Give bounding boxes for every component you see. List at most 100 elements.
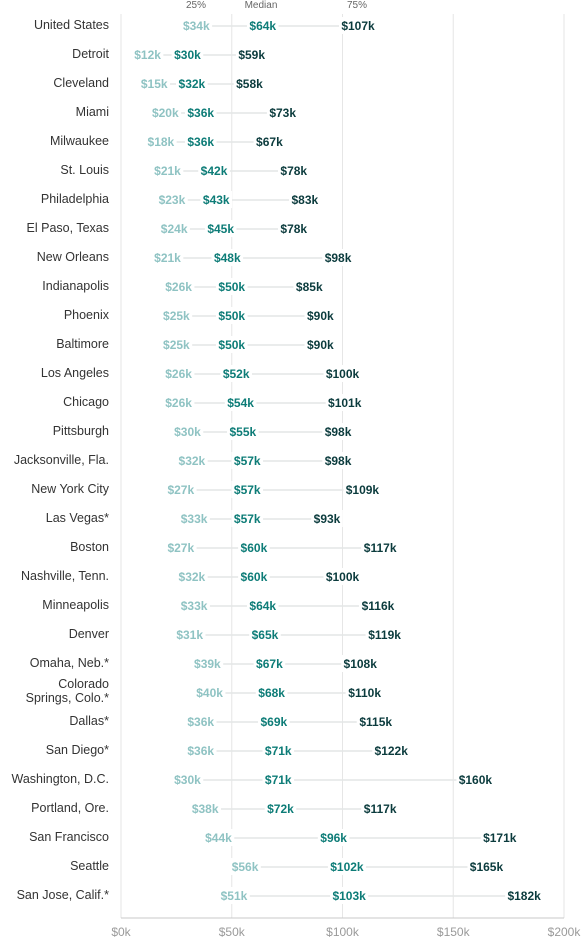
- label-background: [322, 249, 354, 266]
- chart-row: Washington, D.C. $30k $71k $160k: [12, 771, 495, 788]
- label-background: [131, 46, 164, 63]
- median-label: $43k: [203, 193, 230, 207]
- p75-label: $83k: [291, 193, 318, 207]
- p25-label: $32k: [179, 454, 206, 468]
- label-background: [480, 829, 519, 846]
- city-label: El Paso, Texas: [27, 221, 109, 235]
- city-label: Miami: [76, 105, 109, 119]
- p25-label: $33k: [181, 599, 208, 613]
- label-background: [238, 539, 270, 556]
- p25-label: $27k: [167, 483, 194, 497]
- chart-row: Phoenix $25k $50k $90k: [64, 307, 337, 324]
- city-label: San Jose, Calif.*: [17, 888, 110, 902]
- label-background: [341, 655, 380, 672]
- chart-row: Minneapolis $33k $64k $116k: [42, 597, 397, 614]
- p75-label: $160k: [459, 773, 493, 787]
- p75-label: $119k: [368, 628, 401, 642]
- label-background: [162, 394, 195, 411]
- label-background: [184, 104, 217, 121]
- label-background: [211, 249, 244, 266]
- label-background: [151, 162, 184, 179]
- p75-label: $165k: [470, 860, 504, 874]
- chart-row: Los Angeles $26k $52k $100k: [41, 365, 362, 382]
- p75-label: $107k: [341, 19, 375, 33]
- median-label: $57k: [234, 512, 261, 526]
- p75-label: $117k: [364, 802, 397, 816]
- median-label: $68k: [258, 686, 285, 700]
- median-label: $45k: [207, 222, 234, 236]
- p75-label: $116k: [362, 599, 395, 613]
- label-background: [323, 568, 362, 585]
- p75-label: $100k: [326, 570, 360, 584]
- label-background: [173, 626, 206, 643]
- p75-label: $58k: [236, 77, 263, 91]
- p75-label: $73k: [269, 106, 296, 120]
- label-background: [262, 771, 295, 788]
- median-label: $30k: [174, 48, 201, 62]
- p75-label: $78k: [280, 164, 307, 178]
- chart-rows: United States $34k $64k $107k Detroit $12k $30…: [12, 17, 544, 904]
- label-background: [289, 191, 321, 208]
- label-background: [339, 17, 378, 34]
- label-background: [224, 394, 257, 411]
- chart-row: New York City $27k $57k $109k: [31, 481, 382, 498]
- label-background: [255, 684, 288, 701]
- city-label: Washington, D.C.: [12, 772, 110, 786]
- p25-label: $15k: [141, 77, 168, 91]
- median-label: $52k: [223, 367, 250, 381]
- p25-label: $30k: [174, 773, 201, 787]
- label-background: [162, 365, 195, 382]
- x-axis: $0k $50k $100k $150k $200k: [111, 917, 581, 939]
- label-background: [231, 510, 264, 527]
- city-label: Phoenix: [64, 308, 110, 322]
- label-background: [322, 452, 354, 469]
- city-label: New York City: [31, 482, 110, 496]
- label-background: [246, 597, 279, 614]
- label-background: [266, 104, 299, 121]
- median-label: $32k: [179, 77, 206, 91]
- label-background: [361, 539, 400, 556]
- p25-label: $56k: [232, 860, 259, 874]
- chart-row: Cleveland $15k $32k $58k: [53, 75, 266, 92]
- label-background: [149, 104, 182, 121]
- label-background: [365, 626, 404, 643]
- p25-label: $34k: [183, 19, 210, 33]
- label-background: [184, 713, 217, 730]
- chart-row: El Paso, Texas $24k $45k $78k: [27, 220, 310, 237]
- chart-row: Boston $27k $60k $117k: [70, 539, 400, 556]
- label-background: [184, 133, 217, 150]
- p25-label: $39k: [194, 657, 221, 671]
- p25-label: $21k: [154, 164, 181, 178]
- label-background: [160, 307, 193, 324]
- median-label: $71k: [265, 744, 292, 758]
- median-label: $102k: [330, 860, 364, 874]
- median-label: $54k: [227, 396, 254, 410]
- column-headers: 25% Median 75%: [186, 0, 367, 11]
- chart-row: St. Louis $21k $42k $78k: [60, 162, 310, 179]
- label-background: [202, 829, 235, 846]
- p25-label: $21k: [154, 251, 181, 265]
- label-background: [184, 742, 217, 759]
- label-background: [178, 510, 210, 527]
- city-label: Springs, Colo.*: [26, 691, 110, 705]
- p75-label: $67k: [256, 135, 283, 149]
- median-label: $67k: [256, 657, 283, 671]
- median-label: $55k: [229, 425, 256, 439]
- label-background: [323, 365, 362, 382]
- city-label: Seattle: [70, 859, 109, 873]
- p25-label: $26k: [165, 280, 192, 294]
- p25-label: $27k: [167, 541, 194, 555]
- median-label: $42k: [201, 164, 228, 178]
- median-label: $65k: [252, 628, 279, 642]
- label-background: [233, 75, 266, 92]
- p75-label: $100k: [326, 367, 360, 381]
- label-background: [178, 597, 210, 614]
- label-background: [325, 394, 364, 411]
- label-background: [253, 655, 286, 672]
- median-label: $50k: [218, 309, 245, 323]
- label-background: [171, 771, 204, 788]
- label-background: [160, 336, 193, 353]
- label-background: [198, 162, 230, 179]
- p25-label: $44k: [205, 831, 232, 845]
- city-label: Colorado: [58, 677, 109, 691]
